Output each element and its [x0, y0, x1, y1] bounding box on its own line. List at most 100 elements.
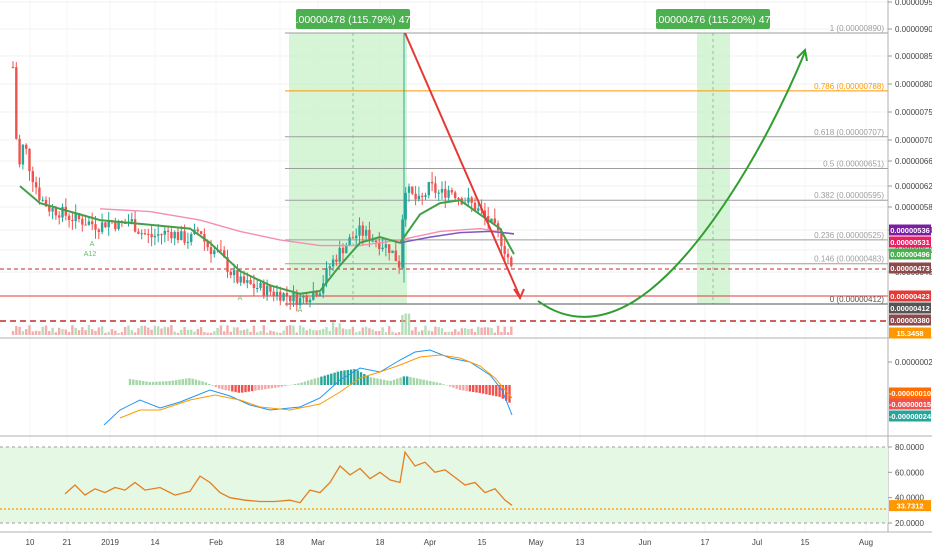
volume-bar — [127, 325, 130, 335]
candle-body — [190, 234, 193, 242]
volume-bar — [130, 330, 133, 335]
volume-bar — [397, 332, 401, 335]
macd-histogram-bar — [274, 385, 277, 388]
volume-bar — [404, 313, 407, 335]
candle-body — [104, 222, 107, 228]
price-marker — [889, 248, 931, 260]
volume-bar — [21, 331, 25, 335]
candle-body — [97, 229, 100, 232]
candle-body — [510, 257, 513, 267]
macd-histogram-bar — [132, 379, 135, 385]
downtrend-line[interactable] — [404, 32, 521, 298]
volume-bar — [249, 331, 252, 335]
candle-body — [81, 219, 84, 225]
fib-level-label: 0.146 (0.00000483) — [814, 255, 884, 264]
volume-bar — [41, 326, 44, 335]
volume-bar — [341, 328, 345, 335]
macd-marker-label: -0.00000010 — [889, 389, 931, 398]
volume-bar — [110, 329, 114, 335]
volume-bar — [289, 325, 292, 335]
macd-histogram-bar — [439, 383, 442, 385]
volume-bar — [358, 331, 361, 335]
candle-body — [289, 296, 292, 302]
candle-body — [381, 247, 384, 250]
volume-bar — [407, 313, 411, 335]
candle-body — [374, 240, 378, 243]
macd-histogram-bar — [188, 378, 191, 385]
rsi-tick-label: 60.0000 — [895, 468, 924, 477]
macd-histogram-bar — [221, 385, 224, 390]
macd-histogram-bar — [135, 379, 138, 385]
candle-body — [67, 215, 71, 220]
macd-histogram-bar — [336, 371, 340, 385]
macd-histogram-bar — [297, 383, 300, 385]
rsi-pane[interactable]: 80.0000 60.0000 40.0000 20.0000 33.7312 — [0, 443, 931, 528]
candle-body — [11, 67, 15, 69]
measure-callout-1[interactable] — [296, 9, 410, 29]
macd-histogram-bar — [250, 385, 254, 392]
macd-histogram-bar — [181, 379, 184, 385]
candle-body — [163, 230, 166, 235]
candle-body — [401, 219, 404, 268]
macd-pane[interactable]: 0.00000020 -0.00000010 -0.00000015 -0.00000… — [103, 349, 932, 426]
candle-body — [493, 218, 496, 224]
volume-bar — [308, 328, 312, 335]
macd-histogram-bar — [158, 381, 161, 385]
volume-bar — [219, 325, 223, 335]
macd-histogram-bar — [468, 385, 472, 392]
macd-histogram-bar — [247, 385, 250, 392]
volume-bar — [417, 331, 421, 335]
candle-body — [140, 233, 143, 235]
macd-histogram-bar — [349, 369, 353, 385]
volume-bar — [64, 329, 67, 335]
candle-body — [358, 225, 361, 236]
volume-bar — [176, 332, 180, 335]
candle-body — [48, 206, 51, 212]
volume-bar — [186, 329, 190, 335]
candle-body — [196, 229, 199, 232]
projection-curve[interactable] — [537, 51, 806, 318]
volume-bar — [58, 327, 61, 335]
volume-bar — [61, 329, 64, 335]
fibonacci-retracement[interactable]: 1 (0.00000890) 0.786 (0.00000788) 0.618 (0… — [285, 24, 888, 305]
macd-histogram-bar — [491, 385, 495, 396]
candle-body — [447, 190, 450, 198]
volume-bar — [401, 315, 404, 335]
time-axis[interactable]: 10 21 2019 14 Feb 18 Mar 18 Apr 15 May 13 Jun 17 Jul 15… — [26, 538, 874, 547]
macd-histogram-bar — [227, 385, 231, 391]
time-tick-label: Apr — [424, 538, 437, 547]
volume-bar — [173, 331, 176, 335]
main-price-pane[interactable]: 1 (0.00000890) 0.786 (0.00000788) 0.618 (0… — [0, 0, 888, 532]
volume-bar — [183, 327, 186, 335]
candle-body — [51, 208, 54, 212]
macd-histogram-bar — [481, 385, 485, 394]
candle-body — [77, 213, 81, 220]
volume-bar — [48, 331, 51, 335]
fib-level-label: 0.618 (0.00000707) — [814, 128, 884, 137]
rsi-tick-label: 40.0000 — [895, 494, 924, 503]
volume-bar — [143, 325, 147, 335]
candle-body — [503, 246, 506, 254]
candle-body — [199, 231, 203, 235]
candle-body — [58, 215, 61, 218]
volume-bar — [493, 332, 496, 335]
volume-bar — [246, 328, 249, 335]
volume-bar — [216, 327, 219, 335]
volume-bar — [107, 331, 110, 335]
macd-histogram-bar — [442, 384, 445, 385]
price-marker — [889, 262, 931, 274]
candle-body — [282, 293, 285, 301]
macd-histogram-bar — [448, 385, 452, 387]
fib-level-label: 1 (0.00000890) — [830, 24, 885, 33]
macd-histogram-bar — [224, 385, 227, 391]
candle-body — [397, 261, 401, 268]
price-marker — [889, 327, 931, 339]
volume-bar — [140, 325, 143, 335]
candle-body — [180, 231, 183, 241]
measure-callout-2[interactable] — [656, 9, 770, 29]
candle-body — [434, 183, 437, 193]
candle-body — [384, 244, 388, 248]
